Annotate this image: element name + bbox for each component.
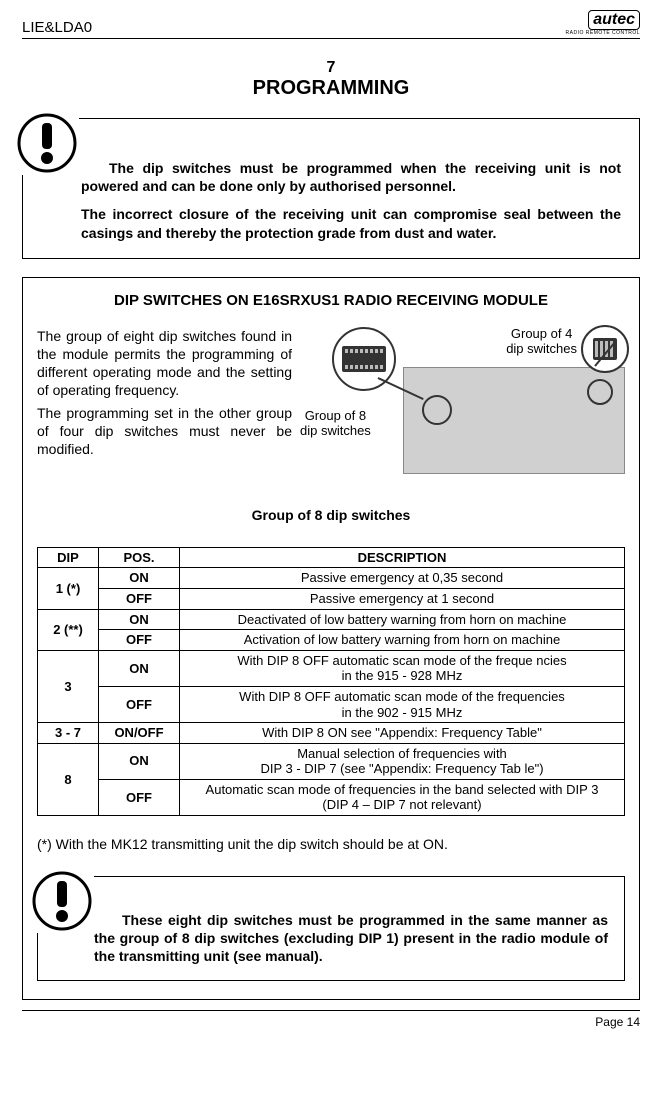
cell-pos: ON bbox=[99, 650, 180, 686]
warning-icon bbox=[30, 869, 94, 933]
warning-icon bbox=[15, 111, 79, 175]
cell-dip: 1 (*) bbox=[38, 568, 99, 609]
cell-desc: Manual selection of frequencies with DIP… bbox=[180, 743, 625, 779]
warning1-para1: The dip switches must be programmed when… bbox=[81, 159, 621, 195]
page-header: LIE&LDA0 autec RADIO REMOTE CONTROL bbox=[22, 10, 640, 39]
brand-logo: autec RADIO REMOTE CONTROL bbox=[566, 10, 640, 36]
table-header-row: DIP POS. DESCRIPTION bbox=[38, 547, 625, 568]
group4-board-circle bbox=[587, 379, 613, 405]
cell-dip: 8 bbox=[38, 743, 99, 815]
group4-zoom-circle bbox=[581, 325, 629, 373]
cell-desc: Activation of low battery warning from h… bbox=[180, 630, 625, 651]
pcb-diagram: Group of 4 dip switches Group of 8 dip s… bbox=[302, 327, 625, 477]
chapter-title: PROGRAMMING bbox=[22, 77, 640, 100]
cell-pos: OFF bbox=[99, 630, 180, 651]
cell-desc: With DIP 8 OFF automatic scan mode of th… bbox=[180, 650, 625, 686]
cell-desc: Automatic scan mode of frequencies in th… bbox=[180, 779, 625, 815]
table-row: OFFActivation of low battery warning fro… bbox=[38, 630, 625, 651]
th-desc: DESCRIPTION bbox=[180, 547, 625, 568]
brand-name: autec bbox=[588, 10, 640, 30]
page-number: Page 14 bbox=[595, 1015, 640, 1029]
cell-desc: With DIP 8 ON see "Appendix: Frequency T… bbox=[180, 723, 625, 744]
cell-dip: 3 - 7 bbox=[38, 723, 99, 744]
chapter-number: 7 bbox=[22, 59, 640, 77]
intro-row: The group of eight dip switches found in… bbox=[37, 327, 625, 477]
table-row: 8ONManual selection of frequencies with … bbox=[38, 743, 625, 779]
cell-pos: OFF bbox=[99, 779, 180, 815]
callout-group8: Group of 8 dip switches bbox=[300, 409, 371, 439]
doc-id: LIE&LDA0 bbox=[22, 19, 92, 36]
warning-box-1: The dip switches must be programmed when… bbox=[22, 118, 640, 259]
sub-title: Group of 8 dip switches bbox=[37, 507, 625, 523]
callout-group4: Group of 4 dip switches bbox=[506, 327, 577, 357]
chip4-icon bbox=[593, 338, 617, 360]
intro-p2: The programming set in the other group o… bbox=[37, 404, 292, 459]
th-dip: DIP bbox=[38, 547, 99, 568]
intro-p1: The group of eight dip switches found in… bbox=[37, 327, 292, 400]
cell-dip: 2 (**) bbox=[38, 609, 99, 650]
cell-desc: Deactivated of low battery warning from … bbox=[180, 609, 625, 630]
cell-pos: OFF bbox=[99, 686, 180, 722]
section-box: DIP SWITCHES ON E16SRXUS1 RADIO RECEIVIN… bbox=[22, 277, 640, 1000]
warning-box-2: These eight dip switches must be program… bbox=[37, 876, 625, 981]
table-row: 3 - 7ON/OFFWith DIP 8 ON see "Appendix: … bbox=[38, 723, 625, 744]
cell-dip: 3 bbox=[38, 650, 99, 722]
cell-pos: ON bbox=[99, 609, 180, 630]
section-title: DIP SWITCHES ON E16SRXUS1 RADIO RECEIVIN… bbox=[37, 292, 625, 309]
dip-table: DIP POS. DESCRIPTION 1 (*)ONPassive emer… bbox=[37, 547, 625, 816]
cell-pos: ON bbox=[99, 568, 180, 589]
group8-board-circle bbox=[422, 395, 452, 425]
page: LIE&LDA0 autec RADIO REMOTE CONTROL 7 PR… bbox=[0, 0, 662, 1041]
cell-desc: Passive emergency at 0,35 second bbox=[180, 568, 625, 589]
page-footer: Page 14 bbox=[22, 1010, 640, 1029]
cell-pos: OFF bbox=[99, 588, 180, 609]
intro-text: The group of eight dip switches found in… bbox=[37, 327, 292, 477]
table-row: OFFPassive emergency at 1 second bbox=[38, 588, 625, 609]
table-row: 2 (**)ONDeactivated of low battery warni… bbox=[38, 609, 625, 630]
brand-sub: RADIO REMOTE CONTROL bbox=[566, 30, 640, 36]
cell-pos: ON bbox=[99, 743, 180, 779]
warning1-para2: The incorrect closure of the receiving u… bbox=[81, 205, 621, 241]
table-row: 3ONWith DIP 8 OFF automatic scan mode of… bbox=[38, 650, 625, 686]
cell-desc: With DIP 8 OFF automatic scan mode of th… bbox=[180, 686, 625, 722]
table-row: OFFAutomatic scan mode of frequencies in… bbox=[38, 779, 625, 815]
cell-pos: ON/OFF bbox=[99, 723, 180, 744]
footnote: (*) With the MK12 transmitting unit the … bbox=[37, 836, 625, 852]
table-row: OFFWith DIP 8 OFF automatic scan mode of… bbox=[38, 686, 625, 722]
chip8-icon bbox=[342, 346, 386, 372]
cell-desc: Passive emergency at 1 second bbox=[180, 588, 625, 609]
warning2-para: These eight dip switches must be program… bbox=[94, 911, 608, 966]
th-pos: POS. bbox=[99, 547, 180, 568]
table-row: 1 (*)ONPassive emergency at 0,35 second bbox=[38, 568, 625, 589]
